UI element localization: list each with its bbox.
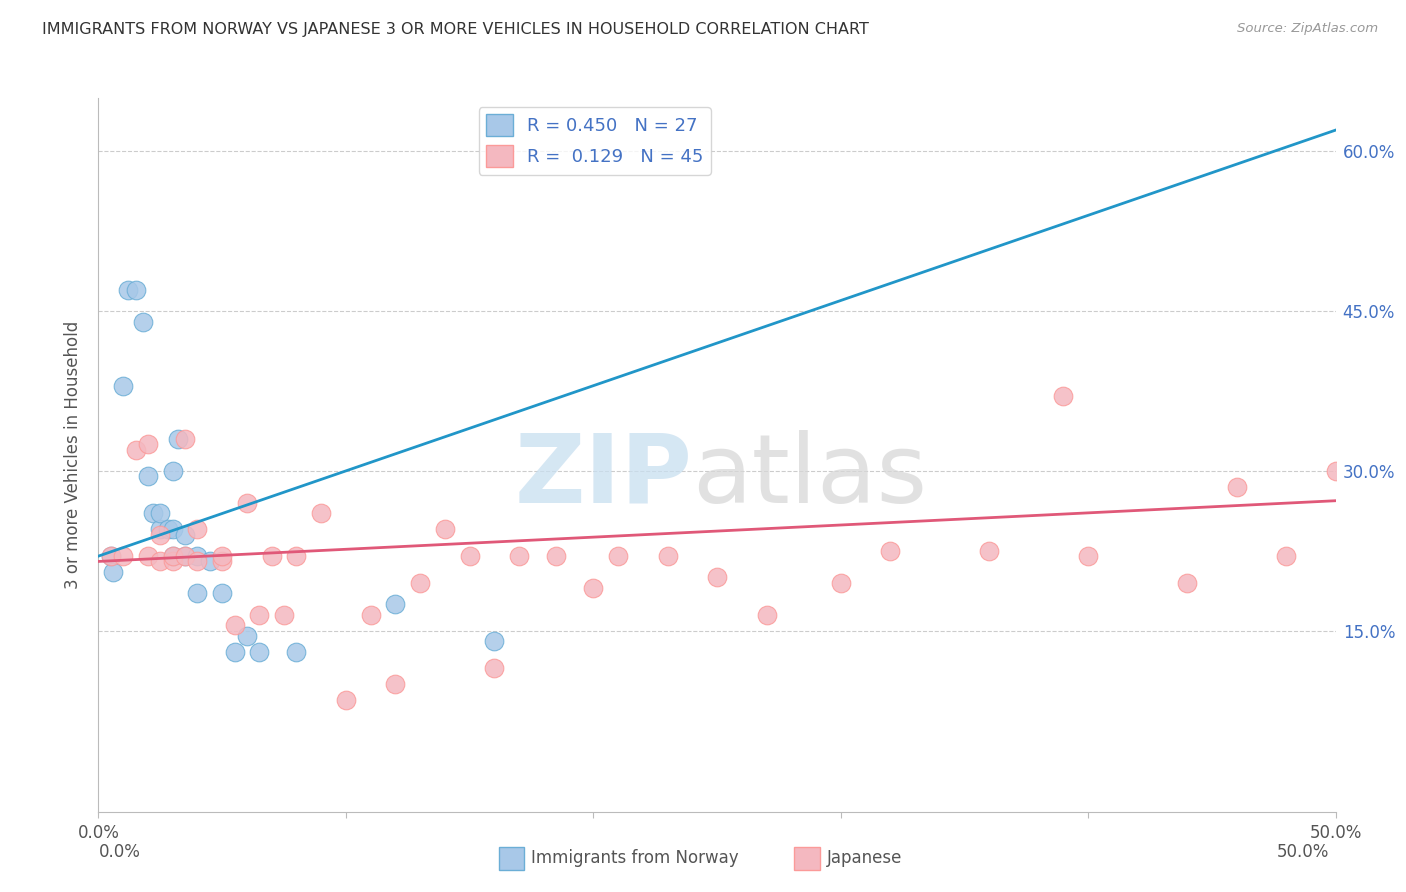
Point	[1077, 549, 1099, 563]
Point	[409, 575, 432, 590]
Point	[112, 378, 135, 392]
Point	[607, 549, 630, 563]
Point	[186, 523, 208, 537]
Point	[149, 523, 172, 537]
Point	[186, 554, 208, 568]
Point	[174, 432, 197, 446]
Point	[198, 554, 221, 568]
Point	[136, 469, 159, 483]
Point	[484, 661, 506, 675]
Point	[1052, 389, 1074, 403]
Point	[484, 634, 506, 648]
Point	[458, 549, 481, 563]
Point	[211, 586, 233, 600]
Point	[186, 549, 208, 563]
Point	[149, 554, 172, 568]
Text: ZIP: ZIP	[515, 430, 692, 523]
Point	[309, 507, 332, 521]
Point	[124, 442, 146, 457]
Point	[285, 645, 308, 659]
Point	[384, 677, 406, 691]
Point	[162, 523, 184, 537]
Point	[112, 549, 135, 563]
Point	[508, 549, 530, 563]
Point	[879, 543, 901, 558]
Point	[285, 549, 308, 563]
Point	[546, 549, 568, 563]
Point	[136, 549, 159, 563]
Point	[103, 565, 125, 579]
Point	[657, 549, 679, 563]
Point	[360, 607, 382, 622]
Point	[706, 570, 728, 584]
Text: 0.0%: 0.0%	[98, 843, 141, 861]
Point	[132, 315, 155, 329]
Text: atlas: atlas	[692, 430, 928, 523]
Point	[162, 549, 184, 563]
Point	[174, 549, 197, 563]
Point	[335, 693, 357, 707]
Point	[100, 549, 122, 563]
Point	[582, 581, 605, 595]
Point	[166, 432, 188, 446]
Legend: R = 0.450   N = 27, R =  0.129   N = 45: R = 0.450 N = 27, R = 0.129 N = 45	[478, 107, 711, 175]
Point	[186, 586, 208, 600]
Text: Source: ZipAtlas.com: Source: ZipAtlas.com	[1237, 22, 1378, 36]
Point	[1275, 549, 1298, 563]
Point	[124, 283, 146, 297]
Point	[149, 528, 172, 542]
Point	[979, 543, 1001, 558]
Point	[260, 549, 283, 563]
Point	[142, 507, 165, 521]
Point	[156, 523, 179, 537]
Point	[384, 597, 406, 611]
Point	[100, 549, 122, 563]
Point	[273, 607, 295, 622]
Point	[162, 464, 184, 478]
Text: 50.0%: 50.0%	[1277, 843, 1329, 861]
Point	[136, 437, 159, 451]
Point	[247, 607, 270, 622]
Point	[224, 645, 246, 659]
Point	[433, 523, 456, 537]
Text: Immigrants from Norway: Immigrants from Norway	[531, 849, 740, 867]
Point	[174, 549, 197, 563]
Text: IMMIGRANTS FROM NORWAY VS JAPANESE 3 OR MORE VEHICLES IN HOUSEHOLD CORRELATION C: IMMIGRANTS FROM NORWAY VS JAPANESE 3 OR …	[42, 22, 869, 37]
Point	[247, 645, 270, 659]
Point	[236, 629, 259, 643]
Point	[211, 549, 233, 563]
Point	[174, 528, 197, 542]
Point	[117, 283, 139, 297]
Y-axis label: 3 or more Vehicles in Household: 3 or more Vehicles in Household	[65, 321, 83, 589]
Point	[149, 507, 172, 521]
Point	[1324, 464, 1347, 478]
Point	[830, 575, 852, 590]
Point	[1226, 480, 1249, 494]
Text: Japanese: Japanese	[827, 849, 903, 867]
Point	[1175, 575, 1198, 590]
Point	[224, 618, 246, 632]
Point	[236, 496, 259, 510]
Point	[755, 607, 778, 622]
Point	[211, 554, 233, 568]
Point	[162, 549, 184, 563]
Point	[162, 554, 184, 568]
